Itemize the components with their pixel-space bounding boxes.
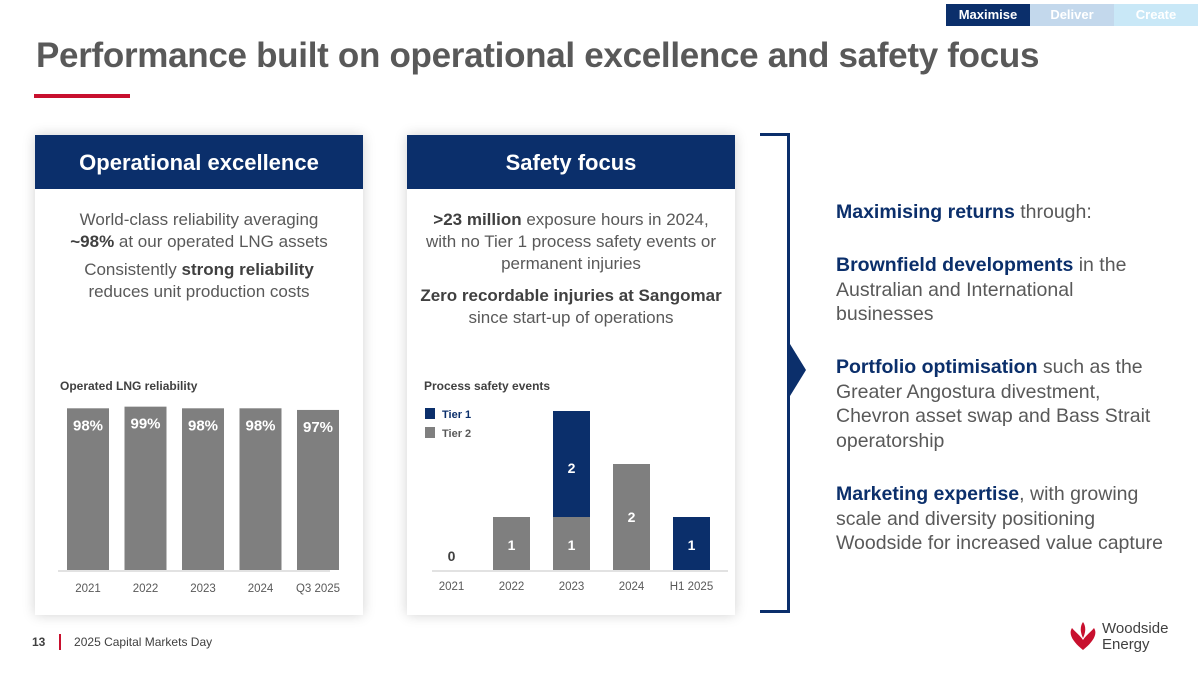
- tick-label: 2023: [559, 581, 585, 593]
- tick-label: 2023: [190, 583, 216, 595]
- bar-tier-2: [613, 464, 650, 570]
- sangomar-text: Zero recordable injuries at Sangomar sin…: [420, 286, 722, 327]
- footer: 13 2025 Capital Markets Day: [32, 634, 213, 650]
- tab-maximise[interactable]: Maximise: [946, 4, 1030, 26]
- tick-label: 2022: [499, 581, 525, 593]
- bar: [67, 408, 109, 570]
- event-name: 2025 Capital Markets Day: [74, 635, 213, 649]
- bar-tier-2: [493, 517, 530, 570]
- bracket: [760, 133, 790, 613]
- data-label: 1: [688, 537, 696, 553]
- point-portfolio: Portfolio optimisation such as the Great…: [836, 356, 1151, 452]
- bar-tier-1: [553, 411, 590, 517]
- panel-header: Safety focus: [407, 135, 735, 189]
- page-number: 13: [32, 635, 46, 649]
- tick-label: 2024: [248, 583, 274, 595]
- data-label: 98%: [188, 417, 218, 434]
- chart-title: Operated LNG reliability: [60, 379, 198, 393]
- page-title: Performance built on operational excelle…: [36, 36, 1040, 75]
- tab-deliver[interactable]: Deliver: [1030, 4, 1114, 26]
- tick-label: H1 2025: [670, 581, 713, 593]
- cost-text: Consistently strong reliability reduces …: [84, 260, 314, 301]
- panel-header: Operational excellence: [35, 135, 363, 189]
- point-brownfield: Brownfield developments in the Australia…: [836, 254, 1127, 325]
- woodside-logo-text: Woodside Energy: [1102, 620, 1169, 653]
- bar-tier-1: [673, 517, 710, 570]
- tick-label: 2022: [133, 583, 159, 595]
- data-label: 1: [508, 537, 516, 553]
- data-label: 98%: [73, 417, 103, 434]
- tab-create[interactable]: Create: [1114, 4, 1198, 26]
- data-label: 0: [448, 548, 456, 564]
- data-label: 2: [628, 509, 636, 525]
- legend-swatch: [425, 427, 435, 438]
- section-tabs: Maximise Deliver Create: [946, 4, 1198, 26]
- exposure-text: >23 million exposure hours in 2024, with…: [425, 210, 717, 273]
- bar: [239, 408, 282, 570]
- bar: [297, 409, 339, 570]
- bar-tier-2: [553, 517, 590, 570]
- woodside-logo-icon: [1068, 620, 1098, 652]
- title-underline: [34, 94, 130, 98]
- point-maximising: Maximising returns through:: [836, 201, 1092, 223]
- tick-label: 2024: [619, 581, 645, 593]
- tick-label: Q3 2025: [296, 583, 340, 595]
- chart-title: Process safety events: [424, 379, 551, 393]
- arrow-icon: [790, 344, 806, 396]
- point-marketing: Marketing expertise, with growing scale …: [836, 483, 1163, 554]
- footer-divider: [58, 634, 61, 650]
- tick-label: 2021: [439, 581, 465, 593]
- tick-label: 2021: [75, 583, 101, 595]
- bar: [182, 408, 224, 570]
- legend-swatch: [425, 408, 435, 419]
- bar: [124, 406, 167, 570]
- legend-label: Tier 1: [442, 409, 471, 421]
- data-label: 97%: [303, 419, 333, 436]
- data-label: 2: [568, 460, 576, 476]
- reliability-text: World-class reliability averaging ~98% a…: [70, 210, 328, 251]
- data-label: 99%: [130, 416, 160, 433]
- data-label: 1: [568, 537, 576, 553]
- legend-label: Tier 2: [442, 428, 471, 440]
- data-label: 98%: [245, 417, 275, 434]
